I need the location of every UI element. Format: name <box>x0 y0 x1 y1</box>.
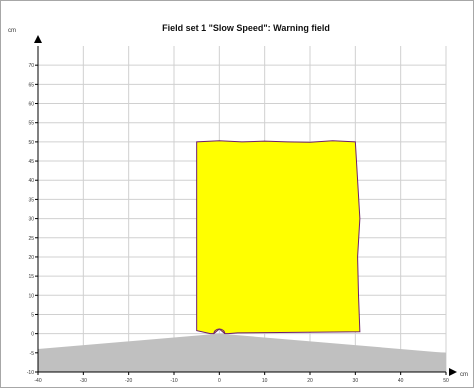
y-tick-label-13: 55 <box>28 121 34 127</box>
x-tick-label-1: -30 <box>80 378 87 384</box>
y-tick-label-12: 50 <box>28 140 34 146</box>
x-tick-label-9: 50 <box>443 378 449 384</box>
y-tick-label-10: 40 <box>28 178 34 184</box>
y-axis-arrow <box>34 35 42 43</box>
semicircle-annotation-0 <box>213 328 226 334</box>
warning-field-polygon <box>196 140 361 335</box>
y-tick-label-3: 5 <box>31 312 34 318</box>
y-tick-label-15: 65 <box>28 82 34 88</box>
y-tick-labels: -10 -5 0 5 10 15 20 25 30 35 40 45 50 55 60 65 70 <box>27 63 34 376</box>
x-tick-label-3: -10 <box>170 378 177 384</box>
chart-title: Field set 1 "Slow Speed": Warning field <box>162 23 330 33</box>
y-tick-label-14: 60 <box>28 102 34 108</box>
x-tick-label-4: 0 <box>218 378 221 384</box>
y-tick-label-4: 10 <box>28 293 34 299</box>
y-tick-label-16: 70 <box>28 63 34 69</box>
y-tick-label-5: 15 <box>28 274 34 280</box>
y-tick-label-0: -10 <box>27 370 34 376</box>
x-tick-label-2: -20 <box>125 378 132 384</box>
background-area-polygon <box>38 333 446 372</box>
x-tick-label-7: 30 <box>353 378 359 384</box>
x-tick-labels: -40 -30 -20 -10 0 10 20 30 40 50 <box>34 378 449 384</box>
y-axis-unit-label: cm <box>8 28 16 34</box>
y-tick-label-11: 45 <box>28 159 34 165</box>
x-tick-label-5: 10 <box>262 378 268 384</box>
chart-axes <box>34 35 457 376</box>
x-tick-label-0: -40 <box>34 378 41 384</box>
y-tick-label-8: 30 <box>28 217 34 223</box>
x-axis-unit-label: cm <box>460 372 468 378</box>
y-tick-label-7: 25 <box>28 236 34 242</box>
y-tick-label-9: 35 <box>28 197 34 203</box>
y-tick-label-6: 20 <box>28 255 34 261</box>
y-tick-label-2: 0 <box>31 332 34 338</box>
x-tick-label-8: 40 <box>398 378 404 384</box>
y-tick-label-1: -5 <box>30 351 35 357</box>
x-axis-arrow <box>449 368 457 376</box>
chart-areas <box>38 140 446 372</box>
x-tick-label-6: 20 <box>307 378 313 384</box>
